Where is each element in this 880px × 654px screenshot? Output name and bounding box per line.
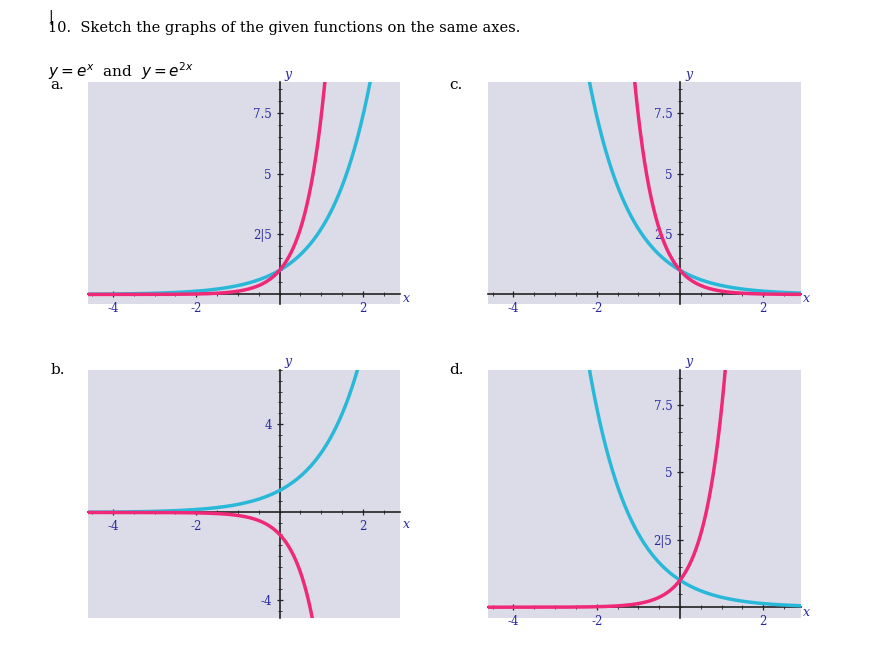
Text: y: y — [284, 67, 292, 80]
Text: $y = e^x$  and  $y = e^{2x}$: $y = e^x$ and $y = e^{2x}$ — [48, 60, 194, 82]
Text: b.: b. — [50, 363, 64, 377]
Text: |: | — [48, 10, 53, 25]
Text: d.: d. — [449, 363, 463, 377]
Text: x: x — [803, 606, 810, 619]
Text: x: x — [803, 292, 810, 305]
Text: c.: c. — [449, 78, 462, 92]
Text: a.: a. — [50, 78, 64, 92]
Text: y: y — [284, 355, 292, 368]
Text: y: y — [685, 67, 693, 80]
Text: x: x — [402, 518, 409, 530]
Text: 10.  Sketch the graphs of the given functions on the same axes.: 10. Sketch the graphs of the given funct… — [48, 21, 521, 35]
Text: x: x — [402, 292, 409, 305]
Text: y: y — [685, 355, 693, 368]
